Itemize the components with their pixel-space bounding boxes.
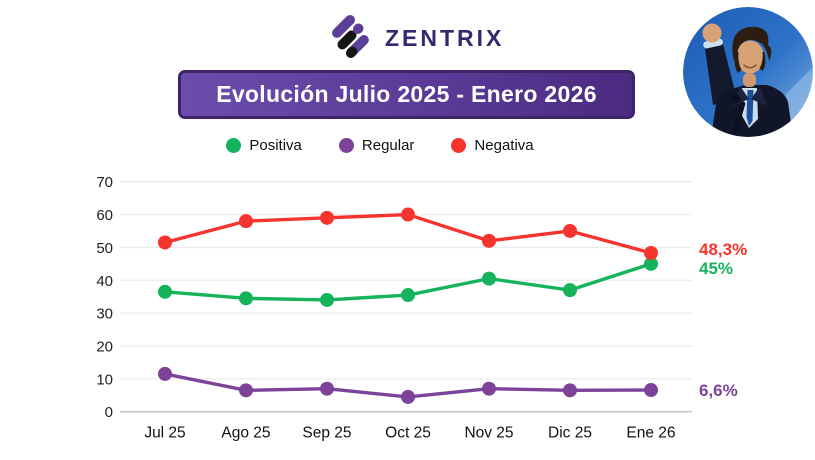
brand-name: ZENTRIX (385, 24, 505, 51)
y-tick-label: 50 (96, 240, 113, 257)
page-title-text: Evolución Julio 2025 - Enero 2026 (216, 81, 597, 107)
x-tick-label: Jul 25 (144, 425, 185, 442)
data-point (239, 214, 253, 229)
legend-label: Positiva (249, 137, 302, 154)
data-point (482, 271, 496, 286)
legend-label: Negativa (474, 137, 534, 154)
chart-canvas: 0 10 20 30 40 50 60 70 Jul 25 Ago 25 Sep 25 Oct 25 N… (96, 174, 747, 442)
data-point (482, 233, 496, 248)
value-label: 6,6% (699, 381, 738, 400)
data-point (644, 256, 658, 271)
x-tick-label: Ago 25 (221, 425, 270, 442)
data-point (239, 291, 253, 306)
data-point (401, 389, 415, 404)
y-tick-label: 30 (96, 306, 113, 323)
x-tick-label: Nov 25 (464, 425, 513, 442)
speaker-photo (683, 7, 813, 137)
y-tick-label: 0 (105, 404, 113, 421)
legend-dot-icon (338, 138, 354, 153)
evolution-line-chart: 0 10 20 30 40 50 60 70 Jul 25 Ago 25 Sep 25 Oct 25 N… (85, 170, 815, 460)
speaker-photo-illustration (683, 7, 813, 137)
data-point (563, 283, 577, 298)
legend-item-regular: Regular (338, 137, 415, 154)
legend-dot-icon (451, 138, 467, 153)
data-point (563, 223, 577, 238)
y-tick-label: 40 (96, 273, 113, 290)
data-point (644, 383, 658, 398)
legend-label: Regular (361, 137, 415, 154)
data-point (158, 284, 172, 299)
data-point (239, 383, 253, 398)
value-label: 45% (699, 259, 733, 278)
x-tick-label: Dic 25 (548, 425, 592, 442)
data-point (320, 292, 334, 307)
data-point (158, 235, 172, 250)
legend-item-positiva: Positiva (226, 137, 302, 154)
brand-logo: ZENTRIX (328, 14, 504, 62)
x-tick-label: Oct 25 (385, 425, 431, 442)
data-point (563, 383, 577, 398)
legend-item-negativa: Negativa (451, 137, 534, 154)
data-point (320, 381, 334, 396)
y-tick-label: 60 (96, 207, 113, 224)
y-tick-label: 70 (96, 174, 113, 191)
legend-dot-icon (226, 138, 242, 153)
data-point (158, 366, 172, 381)
data-point (644, 246, 658, 260)
data-point (320, 210, 334, 225)
y-tick-label: 20 (96, 338, 113, 355)
x-tick-label: Sep 25 (302, 425, 351, 442)
chart-legend: Positiva Regular Negativa (0, 137, 760, 154)
y-tick-label: 10 (96, 371, 113, 388)
page-title: Evolución Julio 2025 - Enero 2026 (178, 70, 635, 119)
value-label: 48,3% (699, 240, 747, 259)
data-point (482, 381, 496, 396)
data-point (401, 207, 415, 222)
zentrix-logo-icon (328, 14, 376, 62)
data-point (401, 288, 415, 303)
x-tick-label: Ene 26 (626, 425, 675, 442)
